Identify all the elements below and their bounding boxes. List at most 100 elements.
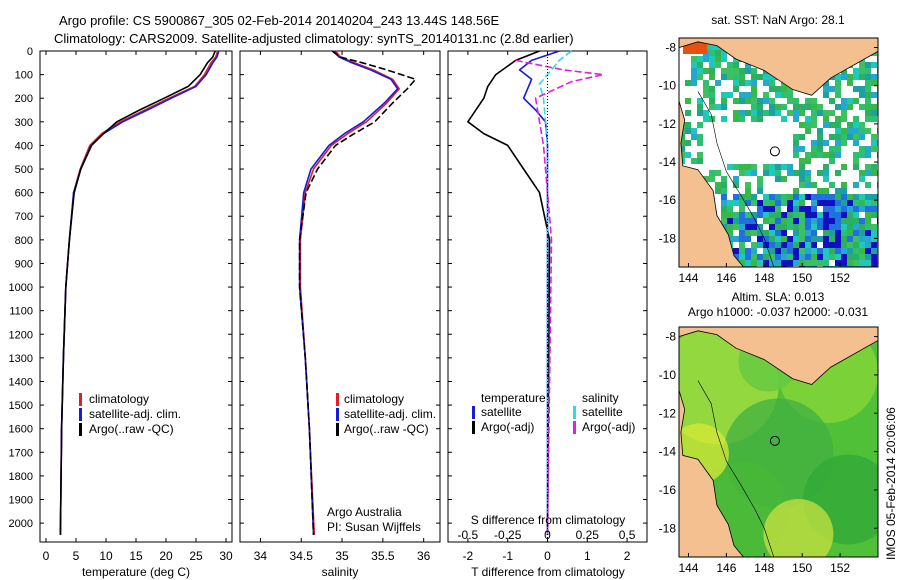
sst-cell: [847, 134, 853, 140]
sst-cell: [859, 92, 865, 98]
sst-cell: [841, 104, 847, 110]
legend-label: climatology: [344, 392, 404, 406]
sst-cell: [835, 206, 841, 212]
sst-cell: [745, 224, 751, 230]
sst-cell: [769, 236, 775, 242]
sst-cell: [757, 176, 763, 182]
sst-cell: [823, 200, 829, 206]
sst-cell: [733, 218, 739, 224]
sst-cell: [865, 110, 871, 116]
sst-cell: [823, 152, 829, 158]
salinity-xlabel: salinity: [322, 565, 359, 579]
sst-cell: [805, 176, 811, 182]
sst-cell: [799, 176, 805, 182]
sst-cell: [871, 194, 877, 200]
sst-cell: [871, 206, 877, 212]
figure-title-line2: Climatology: CARS2009. Satellite-adjuste…: [54, 31, 574, 46]
sst-cell: [685, 128, 691, 134]
sst-cell: [787, 86, 793, 92]
sst-cell: [793, 146, 799, 152]
sst-cell: [709, 92, 715, 98]
sst-cell: [799, 182, 805, 188]
sst-cell: [721, 182, 727, 188]
sst-cell: [757, 230, 763, 236]
s-tick-label: 0.25: [576, 528, 600, 542]
map-x-tick-label: 148: [754, 271, 774, 285]
map-x-tick-label: 152: [830, 271, 850, 285]
sst-cell: [703, 110, 709, 116]
sst-cell: [697, 110, 703, 116]
sst-cell: [721, 176, 727, 182]
sst-cell: [781, 116, 787, 122]
sst-cell: [793, 134, 799, 140]
sst-cell: [751, 242, 757, 248]
sst-cell: [733, 200, 739, 206]
sst-cell: [763, 194, 769, 200]
sst-cell: [775, 200, 781, 206]
sst-cell: [865, 86, 871, 92]
sst-cell: [733, 248, 739, 254]
sst-cell: [817, 224, 823, 230]
sst-cell: [775, 176, 781, 182]
sst-cell: [781, 86, 787, 92]
sst-cell: [829, 194, 835, 200]
sst-cell: [805, 230, 811, 236]
x-tick-label: 30: [219, 549, 233, 563]
sst-cell: [751, 248, 757, 254]
sst-cell: [811, 260, 817, 266]
sst-cell: [799, 122, 805, 128]
sst-cell: [751, 80, 757, 86]
sst-cell: [871, 80, 877, 86]
sst-cell: [769, 74, 775, 80]
sst-cell: [829, 206, 835, 212]
sst-cell: [775, 206, 781, 212]
depth-tick-label: 2000: [9, 518, 33, 530]
map-y-tick-label: -8: [665, 41, 676, 55]
sst-cell: [715, 170, 721, 176]
sst-cell: [739, 248, 745, 254]
sst-cell: [835, 146, 841, 152]
legend-label: satellite: [481, 405, 522, 419]
sst-cell: [829, 182, 835, 188]
x-tick-label: 36: [417, 549, 431, 563]
sst-cell: [709, 104, 715, 110]
sst-cell: [823, 230, 829, 236]
sst-cell: [787, 164, 793, 170]
sst-cell: [757, 254, 763, 260]
map-x-tick-label: 144: [678, 271, 698, 285]
sst-cell: [811, 212, 817, 218]
sst-cell: [865, 254, 871, 260]
temperature-axes: [39, 50, 233, 543]
sst-cell: [697, 140, 703, 146]
sst-cell: [853, 86, 859, 92]
sst-cell: [721, 194, 727, 200]
sst-cell: [823, 92, 829, 98]
sst-cell: [703, 116, 709, 122]
sst-cell: [805, 128, 811, 134]
sst-cell: [847, 212, 853, 218]
sst-cell: [853, 152, 859, 158]
sst-cell: [745, 182, 751, 188]
sst-cell: [739, 68, 745, 74]
sla-anomaly: [763, 499, 834, 557]
sst-cell: [775, 242, 781, 248]
sst-cell: [781, 176, 787, 182]
sst-cell: [859, 218, 865, 224]
sst-cell: [817, 146, 823, 152]
sst-cell: [709, 74, 715, 80]
sst-cell: [799, 164, 805, 170]
sst-cell: [715, 50, 721, 56]
sst-cell: [859, 62, 865, 68]
sst-cell: [733, 212, 739, 218]
sst-cell: [721, 50, 727, 56]
sst-cell: [841, 74, 847, 80]
sst-cell: [763, 248, 769, 254]
difference-legend: temperature satellite Argo(-adj) salinit…: [472, 391, 635, 434]
sst-cell: [739, 260, 745, 266]
x-tick-label: -1: [502, 549, 513, 563]
depth-tick-label: 100: [15, 70, 33, 82]
sst-cell: [751, 230, 757, 236]
sst-cell: [823, 236, 829, 242]
map-x-tick-label: 146: [716, 561, 736, 575]
map-x-tick-label: 152: [830, 561, 850, 575]
